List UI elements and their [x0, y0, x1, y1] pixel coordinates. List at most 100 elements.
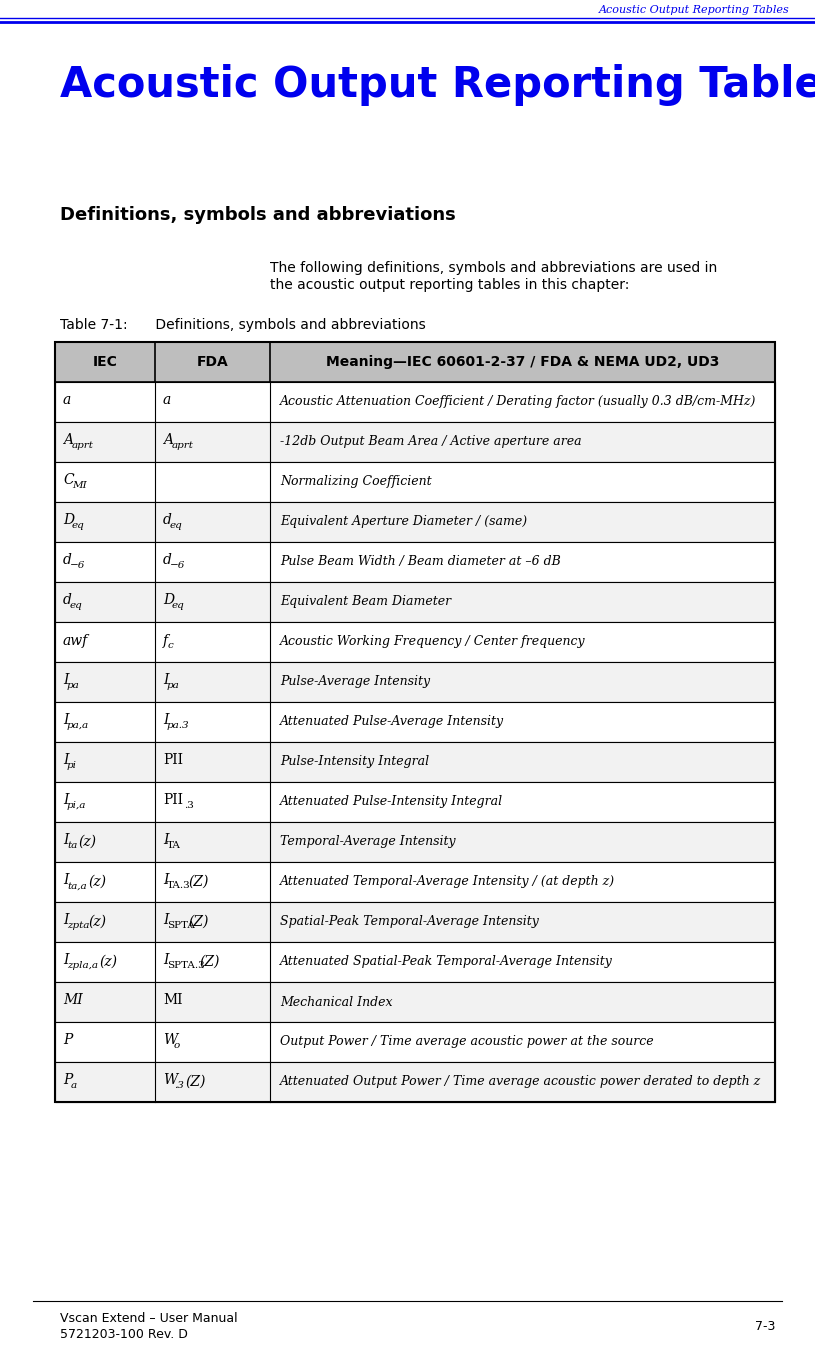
Text: I: I: [63, 873, 68, 887]
Text: (Z): (Z): [189, 875, 209, 888]
Bar: [55, 461, 775, 502]
Text: Acoustic Output Reporting Tables: Acoustic Output Reporting Tables: [599, 5, 790, 15]
Text: I: I: [163, 834, 169, 847]
Bar: [55, 342, 775, 1102]
Text: (z): (z): [99, 956, 117, 969]
Text: a: a: [163, 393, 171, 408]
Text: I: I: [63, 674, 68, 687]
Text: The following definitions, symbols and abbreviations are used in: The following definitions, symbols and a…: [270, 261, 717, 275]
Text: Normalizing Coefficient: Normalizing Coefficient: [280, 475, 432, 489]
Text: D: D: [63, 513, 74, 527]
Text: PII: PII: [163, 753, 183, 768]
Text: f: f: [163, 634, 168, 648]
Text: ta,a: ta,a: [67, 882, 86, 890]
Text: D: D: [163, 594, 174, 608]
Text: I: I: [163, 953, 169, 968]
Text: a: a: [63, 393, 71, 408]
Text: MI: MI: [163, 994, 183, 1008]
Bar: [55, 982, 775, 1023]
Text: pa,a: pa,a: [67, 721, 89, 731]
Bar: [55, 821, 775, 862]
Bar: [55, 582, 775, 622]
Text: TA: TA: [167, 842, 181, 850]
Text: I: I: [163, 674, 169, 687]
Text: aprt: aprt: [72, 441, 94, 450]
Bar: [55, 542, 775, 582]
Text: Attenuated Temporal-Average Intensity / (at depth z): Attenuated Temporal-Average Intensity / …: [280, 876, 615, 888]
Text: awf: awf: [63, 634, 88, 648]
Text: pi: pi: [67, 761, 77, 771]
Bar: [55, 782, 775, 821]
Text: Acoustic Working Frequency / Center frequency: Acoustic Working Frequency / Center freq…: [280, 635, 586, 649]
Text: Attenuated Pulse-Average Intensity: Attenuated Pulse-Average Intensity: [280, 716, 504, 728]
Text: Meaning—IEC 60601-2-37 / FDA & NEMA UD2, UD3: Meaning—IEC 60601-2-37 / FDA & NEMA UD2,…: [326, 355, 719, 370]
Text: d: d: [63, 594, 72, 608]
Bar: [55, 1062, 775, 1102]
Bar: [55, 342, 775, 382]
Text: I: I: [63, 953, 68, 968]
Text: Attenuated Pulse-Intensity Integral: Attenuated Pulse-Intensity Integral: [280, 795, 503, 809]
Text: Acoustic Output Reporting Tables: Acoustic Output Reporting Tables: [60, 64, 815, 105]
Text: Equivalent Aperture Diameter / (same): Equivalent Aperture Diameter / (same): [280, 516, 527, 528]
Text: SPTA.3: SPTA.3: [167, 961, 205, 971]
Text: the acoustic output reporting tables in this chapter:: the acoustic output reporting tables in …: [270, 278, 629, 292]
Text: −6: −6: [170, 561, 185, 571]
Text: .3: .3: [174, 1082, 184, 1091]
Text: (Z): (Z): [189, 914, 209, 930]
Text: zpta: zpta: [67, 921, 90, 931]
Text: C: C: [63, 474, 73, 487]
Text: I: I: [63, 834, 68, 847]
Text: Table 7-1:  Definitions, symbols and abbreviations: Table 7-1: Definitions, symbols and abbr…: [60, 318, 425, 333]
Text: 7-3: 7-3: [755, 1321, 775, 1333]
Text: pi,a: pi,a: [67, 801, 86, 810]
Text: Spatial-Peak Temporal-Average Intensity: Spatial-Peak Temporal-Average Intensity: [280, 916, 539, 928]
Text: I: I: [163, 913, 169, 928]
Text: Mechanical Index: Mechanical Index: [280, 995, 393, 1009]
Text: -12db Output Beam Area / Active aperture area: -12db Output Beam Area / Active aperture…: [280, 435, 582, 449]
Text: eq: eq: [172, 601, 185, 611]
Text: W: W: [163, 1034, 177, 1047]
Bar: [55, 622, 775, 663]
Bar: [55, 663, 775, 702]
Text: (z): (z): [78, 835, 96, 849]
Text: (Z): (Z): [185, 1075, 205, 1088]
Text: .3: .3: [184, 801, 194, 810]
Text: Attenuated Output Power / Time average acoustic power derated to depth z: Attenuated Output Power / Time average a…: [280, 1076, 761, 1088]
Text: MI: MI: [72, 482, 86, 490]
Text: Pulse Beam Width / Beam diameter at –6 dB: Pulse Beam Width / Beam diameter at –6 d…: [280, 556, 561, 568]
Text: Output Power / Time average acoustic power at the source: Output Power / Time average acoustic pow…: [280, 1035, 654, 1049]
Text: I: I: [163, 873, 169, 887]
Text: A: A: [63, 434, 73, 448]
Bar: [55, 1023, 775, 1062]
Text: MI: MI: [63, 994, 83, 1008]
Bar: [55, 742, 775, 782]
Text: I: I: [63, 753, 68, 768]
Text: I: I: [63, 713, 68, 727]
Text: aprt: aprt: [172, 441, 194, 450]
Text: IEC: IEC: [93, 355, 117, 370]
Text: I: I: [63, 913, 68, 928]
Text: P: P: [63, 1034, 73, 1047]
Text: Definitions, symbols and abbreviations: Definitions, symbols and abbreviations: [60, 205, 456, 225]
Text: eq: eq: [170, 522, 183, 531]
Bar: [55, 382, 775, 422]
Bar: [55, 902, 775, 942]
Text: Temporal-Average Intensity: Temporal-Average Intensity: [280, 835, 456, 849]
Text: a: a: [71, 1082, 77, 1091]
Text: Pulse-Intensity Integral: Pulse-Intensity Integral: [280, 756, 430, 768]
Bar: [55, 502, 775, 542]
Text: Attenuated Spatial-Peak Temporal-Average Intensity: Attenuated Spatial-Peak Temporal-Average…: [280, 956, 613, 968]
Text: TA.3: TA.3: [167, 882, 191, 890]
Text: (Z): (Z): [199, 956, 219, 969]
Text: eq: eq: [70, 601, 83, 611]
Bar: [55, 942, 775, 982]
Text: ta: ta: [67, 842, 77, 850]
Text: W: W: [163, 1073, 177, 1087]
Text: d: d: [63, 553, 72, 568]
Bar: [55, 862, 775, 902]
Text: o: o: [174, 1042, 180, 1050]
Text: 5721203-100 Rev. D: 5721203-100 Rev. D: [60, 1328, 188, 1342]
Text: FDA: FDA: [196, 355, 228, 370]
Text: Equivalent Beam Diameter: Equivalent Beam Diameter: [280, 596, 452, 608]
Text: d: d: [163, 553, 172, 568]
